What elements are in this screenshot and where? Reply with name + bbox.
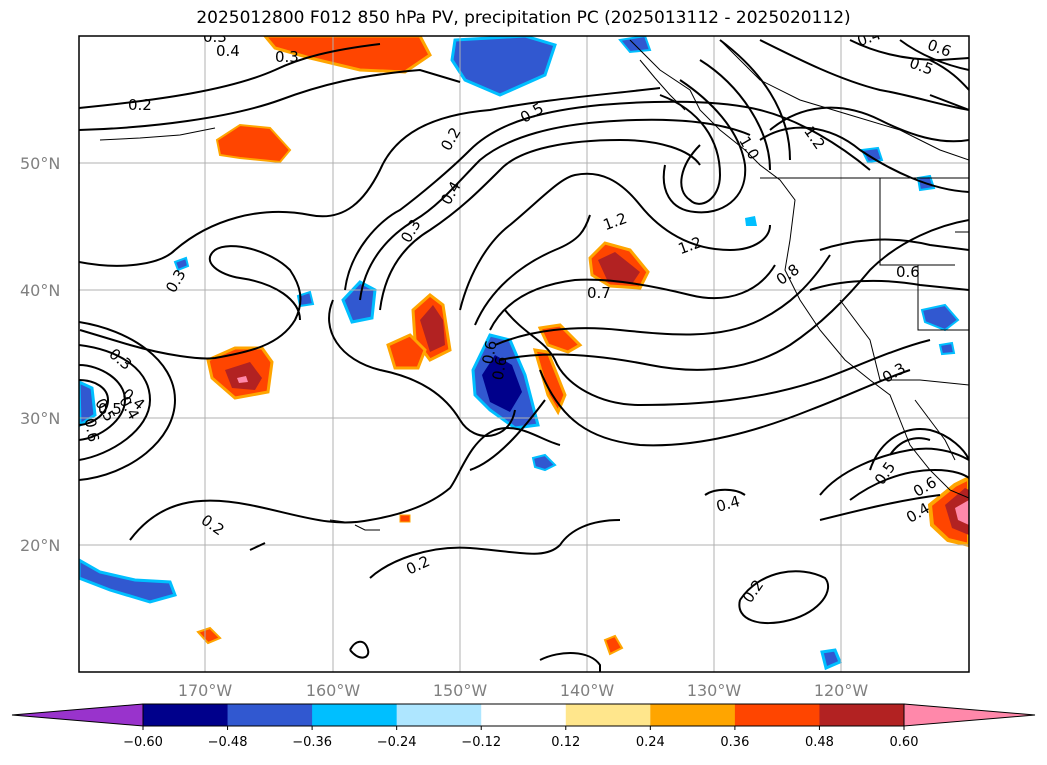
colorbar-tick-label: −0.60 bbox=[123, 735, 163, 750]
colorbar-tick-label: −0.24 bbox=[377, 735, 417, 750]
precip-blob bbox=[386, 333, 427, 370]
precip-blob bbox=[955, 500, 969, 525]
lat-label: 40°N bbox=[20, 281, 60, 300]
lon-label: 160°W bbox=[306, 681, 361, 700]
pv-contours bbox=[79, 39, 969, 672]
precip-blob bbox=[820, 648, 842, 671]
contour-label: 0.5 bbox=[517, 99, 547, 127]
colorbar-cell bbox=[650, 704, 736, 726]
colorbar-cell bbox=[734, 704, 820, 726]
graticule bbox=[79, 36, 969, 672]
precip-blob bbox=[237, 376, 248, 383]
precip-blob bbox=[79, 558, 177, 604]
colorbar-extend-low bbox=[11, 703, 144, 727]
contour-label: 0.4 bbox=[714, 492, 742, 516]
latitude-labels: 50°N 40°N 30°N 20°N bbox=[20, 154, 60, 555]
lon-label: 170°W bbox=[178, 681, 233, 700]
precip-blob bbox=[603, 634, 624, 656]
colorbar-cell bbox=[565, 704, 651, 726]
precip-blob bbox=[450, 36, 557, 97]
precip-blob bbox=[482, 355, 522, 412]
contour-label: 0.6 bbox=[896, 263, 920, 281]
contour-label: 1.2 bbox=[601, 209, 630, 234]
colorbar-cell bbox=[819, 704, 905, 726]
precip-blob bbox=[215, 123, 292, 164]
lat-label: 20°N bbox=[20, 536, 60, 555]
contour-label: 0.3 bbox=[275, 48, 299, 66]
contour-label: 0.3 bbox=[397, 216, 425, 246]
colorbar-frame bbox=[142, 703, 905, 727]
precip-blob bbox=[173, 256, 190, 272]
precip-shading bbox=[79, 36, 969, 671]
lon-label: 150°W bbox=[433, 681, 488, 700]
colorbar: −0.60 −0.48 −0.36 −0.24 −0.12 0.12 0.24 0.36 0.4… bbox=[11, 703, 1036, 750]
contour-label: 0.4 bbox=[855, 25, 884, 50]
colorbar-cell bbox=[143, 704, 229, 726]
contour-label: 0.8 bbox=[773, 260, 803, 288]
colorbar-cell bbox=[312, 704, 398, 726]
colorbar-tick-label: −0.36 bbox=[292, 735, 332, 750]
colorbar-tick-label: 0.12 bbox=[551, 735, 580, 750]
colorbar-cell bbox=[227, 704, 313, 726]
contour-label: 1.0 bbox=[735, 133, 763, 163]
contour-label: 0.7 bbox=[587, 284, 611, 302]
precip-blob bbox=[399, 514, 411, 523]
contour-label: 0.6 bbox=[81, 417, 103, 444]
contour-label: 1.2 bbox=[676, 233, 705, 258]
lon-label: 130°W bbox=[687, 681, 742, 700]
colorbar-tick-label: 0.48 bbox=[805, 735, 834, 750]
precip-blob bbox=[341, 280, 377, 324]
precip-blob bbox=[745, 216, 757, 226]
contour-label: 0.4 bbox=[216, 42, 240, 60]
contour-label: 0.5 bbox=[98, 400, 122, 418]
plot-frame bbox=[78, 35, 970, 673]
precip-blob bbox=[920, 303, 960, 332]
precip-blob bbox=[532, 348, 567, 416]
colorbar-tick-label: −0.48 bbox=[208, 735, 248, 750]
precip-blob bbox=[618, 36, 652, 54]
contour-label: 0.4 bbox=[903, 499, 933, 527]
contour-label: 0.6 bbox=[479, 339, 501, 366]
precip-blob bbox=[938, 341, 956, 356]
colorbar-cell bbox=[481, 704, 567, 726]
precip-blob bbox=[225, 362, 262, 390]
contour-label: 0.3 bbox=[203, 28, 227, 46]
precip-blob bbox=[420, 305, 445, 352]
colorbar-extend-high bbox=[903, 703, 1036, 727]
contour-label: 0.3 bbox=[162, 266, 190, 296]
contour-label: 0.3 bbox=[879, 359, 909, 387]
contour-label: 0.6 bbox=[489, 355, 511, 382]
colorbar-cell bbox=[396, 704, 482, 726]
lat-label: 50°N bbox=[20, 154, 60, 173]
contour-label: 0.2 bbox=[198, 511, 228, 539]
contour-label: 0.2 bbox=[128, 96, 152, 114]
precip-blob bbox=[263, 36, 432, 74]
precip-blob bbox=[537, 323, 583, 354]
contour-label: 0.3 bbox=[105, 345, 135, 374]
precip-blob bbox=[598, 252, 640, 284]
map-title: 2025012800 F012 850 hPa PV, precipitatio… bbox=[196, 8, 851, 28]
precip-blob bbox=[196, 626, 222, 645]
coastlines bbox=[99, 39, 969, 531]
lon-label: 140°W bbox=[560, 681, 615, 700]
precip-blob bbox=[860, 146, 884, 164]
precip-blob bbox=[531, 453, 557, 472]
colorbar-tick-label: 0.60 bbox=[890, 735, 919, 750]
colorbar-tick-label: 0.24 bbox=[636, 735, 665, 750]
lat-label: 30°N bbox=[20, 409, 60, 428]
colorbar-tick-label: 0.36 bbox=[720, 735, 749, 750]
longitude-labels: 170°W 160°W 150°W 140°W 130°W 120°W bbox=[178, 681, 869, 700]
contour-label: 0.2 bbox=[739, 576, 767, 606]
lon-label: 120°W bbox=[814, 681, 869, 700]
colorbar-tick-label: −0.12 bbox=[461, 735, 501, 750]
